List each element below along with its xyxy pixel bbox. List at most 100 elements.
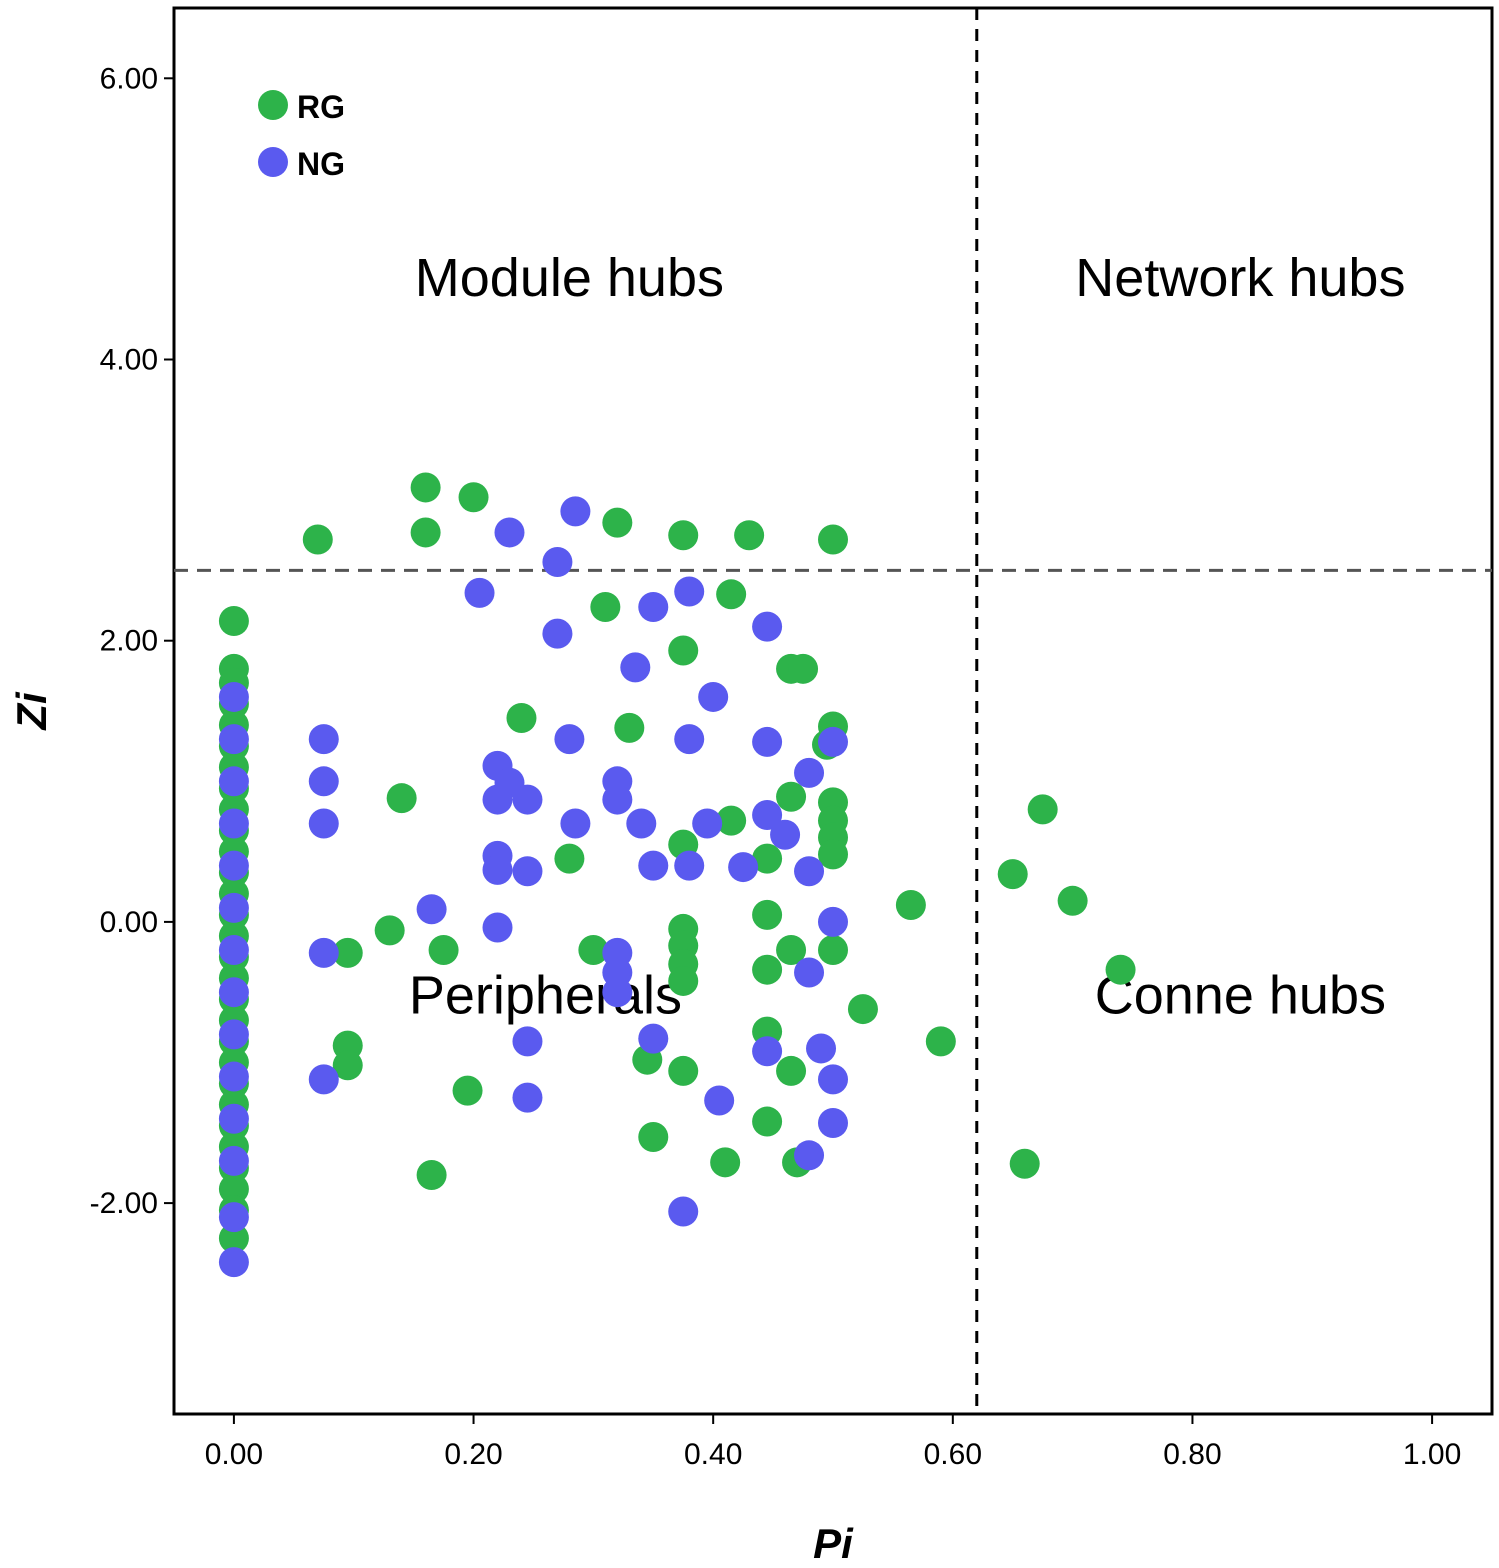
point-rg-26 xyxy=(752,843,783,874)
point-ng-32 xyxy=(638,850,669,881)
x-tick-label-4: 0.80 xyxy=(1163,1438,1221,1471)
point-ng-11 xyxy=(554,724,585,755)
point-rg-0 xyxy=(302,524,333,555)
point-rg-10 xyxy=(668,635,699,666)
point-rg-85 xyxy=(218,1174,249,1205)
plot-frame xyxy=(172,6,1494,1416)
point-ng-46 xyxy=(752,1036,783,1067)
point-rg-1 xyxy=(410,472,441,503)
point-ng-4 xyxy=(674,576,705,607)
point-ng-25 xyxy=(560,808,591,839)
point-rg-13 xyxy=(506,703,537,734)
point-rg-6 xyxy=(734,520,765,551)
point-ng-56 xyxy=(218,724,249,755)
point-ng-21 xyxy=(512,784,543,815)
point-rg-42 xyxy=(752,954,783,985)
point-rg-9 xyxy=(716,579,747,610)
point-ng-33 xyxy=(674,850,705,881)
legend-marker-ng xyxy=(258,147,288,177)
point-ng-9 xyxy=(698,681,729,712)
point-ng-36 xyxy=(416,894,447,925)
point-ng-48 xyxy=(308,1064,339,1095)
point-ng-49 xyxy=(818,1064,848,1095)
point-rg-5 xyxy=(668,520,699,551)
point-rg-44 xyxy=(847,994,878,1025)
point-rg-48 xyxy=(332,1050,363,1081)
point-rg-31 xyxy=(1105,954,1136,985)
x-tick-label-1: 0.20 xyxy=(444,1438,502,1471)
point-rg-17 xyxy=(386,783,417,814)
point-rg-29 xyxy=(895,890,926,921)
point-ng-12 xyxy=(674,724,705,755)
region-label-1: Network hubs xyxy=(1075,248,1405,308)
data-points xyxy=(218,472,1136,1278)
point-rg-34 xyxy=(332,937,363,968)
point-ng-60 xyxy=(218,892,249,923)
point-rg-59 xyxy=(218,606,249,637)
point-rg-28 xyxy=(1027,794,1058,825)
point-ng-39 xyxy=(308,937,339,968)
point-ng-50 xyxy=(512,1082,543,1113)
point-ng-54 xyxy=(668,1196,699,1227)
point-ng-53 xyxy=(794,1140,825,1171)
point-ng-38 xyxy=(482,912,513,943)
point-rg-54 xyxy=(752,1106,783,1137)
y-axis-title: Zi xyxy=(8,691,55,731)
point-ng-68 xyxy=(218,1247,249,1278)
point-ng-43 xyxy=(794,957,825,988)
point-rg-7 xyxy=(818,524,848,555)
point-ng-67 xyxy=(218,1202,249,1233)
point-ng-44 xyxy=(638,1023,669,1054)
legend-label-ng: NG xyxy=(297,146,345,182)
point-ng-23 xyxy=(752,800,783,831)
point-rg-52 xyxy=(452,1075,483,1106)
point-rg-8 xyxy=(590,591,621,622)
point-ng-65 xyxy=(218,1103,249,1134)
x-tick-label-0: 0.00 xyxy=(205,1438,263,1471)
axes: 0.00 0.20 0.40 0.60 0.80 1.00 -2.00 0.00 2.00 4.0… xyxy=(90,62,1462,1471)
point-rg-3 xyxy=(458,482,489,513)
point-ng-18 xyxy=(794,757,825,788)
legend: RG NG xyxy=(258,89,345,182)
point-rg-33 xyxy=(374,915,405,946)
point-rg-40 xyxy=(668,965,699,996)
point-ng-20 xyxy=(482,784,513,815)
point-ng-64 xyxy=(218,1061,249,1092)
point-ng-58 xyxy=(218,808,249,839)
point-rg-36 xyxy=(578,935,609,966)
x-tick-label-5: 1.00 xyxy=(1403,1438,1461,1471)
y-tick-label-1: 0.00 xyxy=(100,906,158,939)
point-rg-51 xyxy=(776,1055,807,1086)
point-rg-35 xyxy=(428,935,459,966)
threshold-lines xyxy=(174,8,1492,1414)
point-ng-42 xyxy=(602,977,633,1008)
point-ng-51 xyxy=(704,1085,735,1116)
point-rg-53 xyxy=(638,1122,669,1153)
x-axis-title: Pi xyxy=(813,1520,854,1567)
region-label-2: Peripherals xyxy=(409,965,682,1025)
point-rg-27 xyxy=(997,859,1028,890)
point-rg-2 xyxy=(410,517,441,548)
point-rg-22 xyxy=(818,839,848,870)
point-rg-12 xyxy=(788,653,819,684)
point-rg-25 xyxy=(554,843,585,874)
point-ng-57 xyxy=(218,766,249,797)
point-ng-26 xyxy=(626,808,657,839)
point-ng-24 xyxy=(308,808,339,839)
y-tick-label-2: 2.00 xyxy=(100,625,158,658)
x-tick-label-3: 0.60 xyxy=(924,1438,982,1471)
point-ng-13 xyxy=(752,726,783,757)
point-ng-55 xyxy=(218,681,249,712)
point-ng-52 xyxy=(818,1107,848,1138)
point-rg-87 xyxy=(218,1223,249,1254)
x-tick-label-2: 0.40 xyxy=(684,1438,742,1471)
point-ng-61 xyxy=(218,935,249,966)
y-tick-label-4: 6.00 xyxy=(100,62,158,95)
point-rg-43 xyxy=(818,935,848,966)
point-rg-18 xyxy=(776,781,807,812)
point-ng-66 xyxy=(218,1145,249,1176)
point-ng-7 xyxy=(542,618,573,649)
region-label-0: Module hubs xyxy=(415,248,724,308)
point-ng-1 xyxy=(494,517,525,548)
point-rg-58 xyxy=(416,1159,447,1190)
